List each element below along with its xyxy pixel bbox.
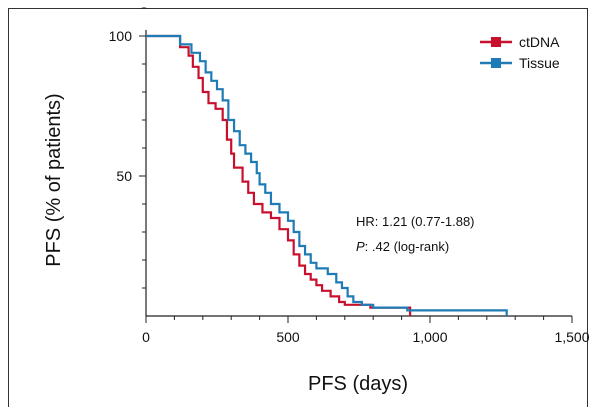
p-annotation: P: .42 (log-rank) [356,239,449,254]
chart-frame [8,8,588,407]
series-layer [146,34,508,316]
legend-item-tissue: Tissue [480,55,560,71]
legend-swatch-tissue [491,58,501,68]
p-annotation-value: : .42 (log-rank) [365,239,450,254]
x-tick-label: 500 [276,329,300,345]
hr-annotation: HR: 1.21 (0.77-1.88) [356,214,475,229]
x-axis-title: PFS (days) [308,373,408,395]
legend-label-tissue: Tissue [519,55,560,71]
x-tick-label: 0 [142,329,150,345]
y-tick-label: 50 [116,168,132,184]
series-line-tissue [146,34,508,316]
x-tick-label: 1,500 [554,329,589,345]
series-line-ctdna [146,34,412,316]
y-axis-title: PFS (% of patients) [43,93,65,266]
legend-swatch-ctdna [491,37,501,47]
x-tick-label: 1,000 [412,329,447,345]
p-annotation-label: P [356,239,365,254]
annotation: HR: 1.21 (0.77-1.88) P: .42 (log-rank) [356,214,475,254]
axes: 0 500 1,000 1,500 50 100 [109,7,590,345]
y-tick-label: 100 [109,28,133,44]
legend-label-ctdna: ctDNA [519,34,560,50]
legend: ctDNA Tissue [480,34,560,71]
legend-item-ctdna: ctDNA [480,34,560,50]
